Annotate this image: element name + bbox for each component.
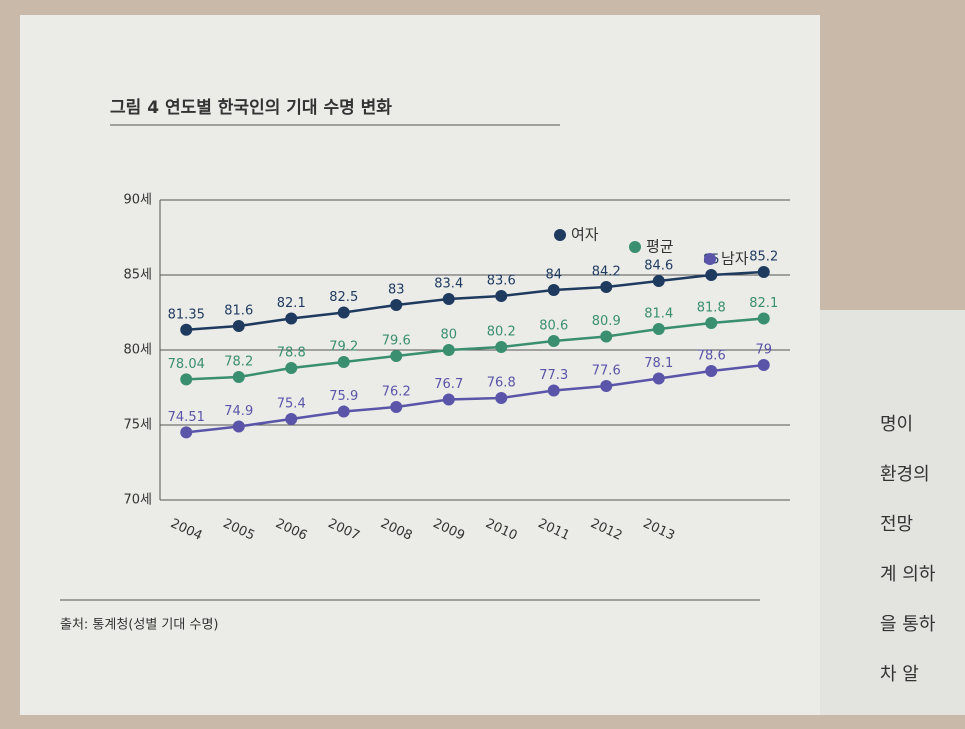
source: 출처: 통계청(성별 기대 수명) xyxy=(60,618,218,633)
data-label: 80 xyxy=(440,328,457,343)
point xyxy=(547,384,560,397)
point xyxy=(390,350,403,362)
data-label: 78.8 xyxy=(277,346,306,361)
point xyxy=(232,371,245,383)
data-label: 85.2 xyxy=(749,250,778,265)
point xyxy=(757,266,770,278)
data-label: 79.2 xyxy=(329,340,358,355)
point xyxy=(757,359,770,371)
data-label: 81.6 xyxy=(224,304,253,319)
data-label: 84.2 xyxy=(592,265,621,280)
data-label: 79 xyxy=(755,343,772,358)
data-label: 75.4 xyxy=(277,397,306,412)
point xyxy=(285,312,298,325)
point xyxy=(180,323,193,336)
data-label: 77.3 xyxy=(539,368,568,383)
point xyxy=(705,269,718,281)
data-label: 78.6 xyxy=(697,349,726,364)
data-label: 83.6 xyxy=(487,274,516,289)
legend-marker xyxy=(629,241,641,253)
point xyxy=(232,320,245,332)
line xyxy=(186,270,764,331)
data-label: 78.04 xyxy=(168,357,205,372)
point xyxy=(495,392,508,404)
point xyxy=(547,335,560,347)
point xyxy=(495,290,508,302)
data-label: 80.9 xyxy=(592,314,621,329)
data-label: 74.9 xyxy=(224,404,253,419)
point xyxy=(600,281,613,293)
line xyxy=(186,363,764,434)
facing-text-line: 명이 xyxy=(880,414,913,435)
line xyxy=(186,317,764,381)
point xyxy=(652,323,665,335)
data-label: 78.1 xyxy=(644,356,673,371)
point xyxy=(390,299,403,311)
data-label: 81.4 xyxy=(644,307,673,322)
legend-label: 평균 xyxy=(646,238,674,256)
facing-text-line: 차 알 xyxy=(880,664,919,685)
point xyxy=(600,330,613,343)
point xyxy=(285,362,298,374)
facing-page xyxy=(820,310,965,715)
point xyxy=(652,275,665,287)
data-label: 80.2 xyxy=(487,325,516,340)
data-label: 82.1 xyxy=(277,296,306,311)
point xyxy=(232,420,245,433)
point xyxy=(600,380,613,392)
data-label: 83 xyxy=(388,283,405,298)
y-tick-label: 85세 xyxy=(123,268,152,283)
data-label: 79.6 xyxy=(382,334,411,349)
data-label: 78.2 xyxy=(224,355,253,370)
data-label: 76.2 xyxy=(382,385,411,400)
facing-text-line: 전망 xyxy=(880,514,913,535)
point xyxy=(652,372,665,385)
point xyxy=(337,405,350,418)
point xyxy=(442,344,455,356)
data-label: 80.6 xyxy=(539,319,568,334)
point xyxy=(442,393,455,406)
legend-label: 남자 xyxy=(721,250,749,268)
y-tick-label: 80세 xyxy=(123,343,152,358)
data-label: 76.7 xyxy=(434,377,463,392)
data-label: 75.9 xyxy=(329,389,358,404)
data-label: 81.8 xyxy=(697,301,726,316)
legend-marker xyxy=(704,253,716,265)
data-label: 74.51 xyxy=(168,410,205,425)
point xyxy=(705,317,718,329)
data-label: 83.4 xyxy=(434,277,463,292)
point xyxy=(757,312,770,325)
legend-label: 여자 xyxy=(571,226,599,244)
point xyxy=(337,356,350,368)
point xyxy=(705,365,718,377)
data-label: 76.8 xyxy=(487,376,516,391)
facing-text-line: 을 통하 xyxy=(880,614,936,635)
point xyxy=(495,341,508,353)
legend-marker xyxy=(554,229,566,241)
data-label: 84.6 xyxy=(644,259,673,274)
chart-title: 그림 4 연도별 한국인의 기대 수명 변화 xyxy=(110,98,392,118)
facing-text-line: 환경의 xyxy=(880,464,930,485)
data-label: 84 xyxy=(545,268,562,283)
data-label: 82.1 xyxy=(749,296,778,311)
book-page xyxy=(20,15,820,715)
facing-text-line: 계 의하 xyxy=(880,564,936,585)
point xyxy=(285,413,298,425)
y-tick-label: 75세 xyxy=(123,418,152,433)
point xyxy=(180,426,193,439)
y-tick-label: 70세 xyxy=(123,493,152,508)
data-label: 82.5 xyxy=(329,290,358,305)
y-tick-label: 90세 xyxy=(123,193,152,208)
point xyxy=(390,401,403,413)
data-label: 77.6 xyxy=(592,364,621,379)
point xyxy=(442,293,455,305)
point xyxy=(337,306,350,319)
point xyxy=(547,284,560,296)
data-label: 81.35 xyxy=(168,307,205,322)
point xyxy=(180,373,193,386)
